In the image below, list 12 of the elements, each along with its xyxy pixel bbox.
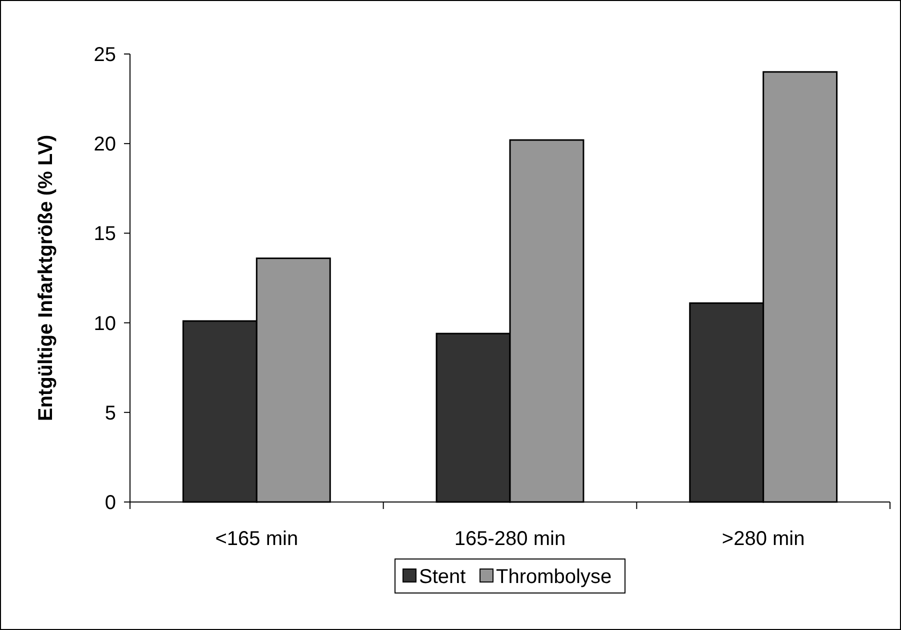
y-tick-label: 5 [104, 402, 116, 424]
y-tick-label: 0 [104, 492, 116, 514]
legend-label: Thrombolyse [496, 566, 612, 588]
y-tick-label: 15 [94, 223, 116, 246]
y-axis-title: Entgültige Infarktgröße (% LV) [35, 134, 57, 422]
legend-label: Stent [419, 566, 466, 588]
x-tick-label: >280 min [722, 528, 805, 550]
x-tick-label: <165 min [215, 528, 298, 550]
y-tick-label: 25 [94, 44, 116, 66]
y-tick-label: 10 [94, 312, 116, 335]
y-tick-label: 20 [94, 134, 116, 156]
x-tick-label: 165-280 min [454, 528, 566, 550]
